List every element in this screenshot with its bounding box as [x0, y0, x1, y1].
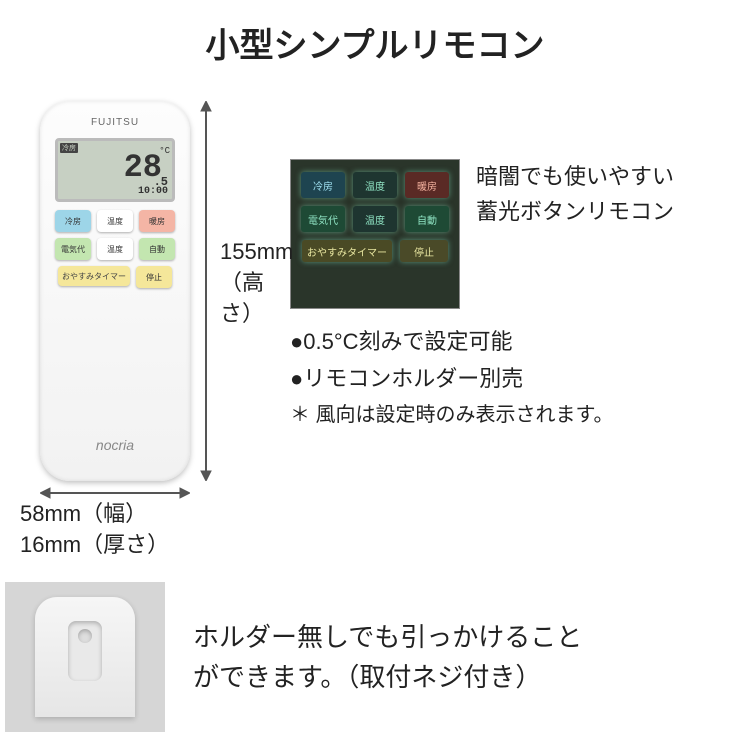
glow-row: 冷房 温度 暖房 電気代 温度 自動 おやすみタイマー 停止 暗闇でも使いやすい… — [290, 159, 730, 309]
glow-caption-line1: 暗闇でも使いやすい — [476, 164, 674, 189]
feature-note: ＊ 風向は設定時のみ表示されます。 — [290, 398, 730, 432]
thickness-value: 16mm（厚さ） — [20, 532, 169, 557]
glow-caption-line2: 蓄光ボタンリモコン — [476, 199, 674, 224]
holder-photo — [5, 582, 165, 732]
auto-button: 自動 — [139, 238, 175, 260]
glow-temp-down-button: 温度 — [353, 206, 397, 232]
lcd-unit: °C — [159, 146, 170, 156]
temp-down-button: 温度 — [97, 238, 133, 260]
page-title: 小型シンプルリモコン — [0, 0, 750, 67]
width-thickness-dimension: 58mm（幅） 16mm（厚さ） — [20, 499, 169, 561]
right-column: 冷房 温度 暖房 電気代 温度 自動 おやすみタイマー 停止 暗闇でも使いやすい… — [290, 87, 730, 557]
cost-button: 電気代 — [55, 238, 91, 260]
glow-caption: 暗闇でも使いやすい 蓄光ボタンリモコン — [476, 159, 674, 229]
lcd-mode: 冷房 — [60, 143, 78, 153]
width-value: 58mm（幅） — [20, 501, 147, 526]
temp-up-button: 温度 — [97, 210, 133, 232]
remote-subbrand: nocria — [96, 437, 134, 453]
feature-list: ●0.5°C刻みで設定可能 ●リモコンホルダー別売 ＊ 風向は設定時のみ表示され… — [290, 323, 730, 432]
bottom-row: ホルダー無しでも引っかけること ができます。（取付ネジ付き） — [5, 582, 582, 732]
holder-description: ホルダー無しでも引っかけること ができます。（取付ネジ付き） — [193, 617, 582, 698]
height-label: （高さ） — [220, 270, 264, 326]
height-value: 155mm — [220, 239, 293, 264]
glow-auto-button: 自動 — [405, 206, 449, 232]
glow-heat-button: 暖房 — [405, 172, 449, 198]
cool-button: 冷房 — [55, 210, 91, 232]
lcd-time: 10:00 — [138, 186, 168, 197]
glow-sleep-timer-button: おやすみタイマー — [302, 240, 392, 262]
remote-lcd: 冷房 28 .5 °C 10:00 — [55, 138, 175, 202]
heat-button: 暖房 — [139, 210, 175, 232]
sleep-timer-button: おやすみタイマー — [58, 266, 130, 286]
remote-button-row3: おやすみタイマー 停止 — [58, 266, 172, 288]
remote-with-dimensions: FUJITSU 冷房 28 .5 °C 10:00 冷房 温度 暖房 電気代 温… — [20, 87, 270, 557]
height-dimension: 155mm （高さ） — [220, 237, 293, 329]
glow-cool-button: 冷房 — [301, 172, 345, 198]
height-arrow-icon — [198, 101, 214, 481]
holder-slot-icon — [68, 621, 102, 681]
glow-panel-photo: 冷房 温度 暖房 電気代 温度 自動 おやすみタイマー 停止 — [290, 159, 460, 309]
remote-button-grid: 冷房 温度 暖房 電気代 温度 自動 — [55, 210, 175, 260]
remote-brand: FUJITSU — [91, 117, 139, 128]
main-row: FUJITSU 冷房 28 .5 °C 10:00 冷房 温度 暖房 電気代 温… — [0, 67, 750, 557]
feature-bullet-2: ●リモコンホルダー別売 — [290, 360, 730, 397]
glow-temp-up-button: 温度 — [353, 172, 397, 198]
glow-cost-button: 電気代 — [301, 206, 345, 232]
holder-text-line2: ができます。（取付ネジ付き） — [193, 662, 541, 692]
stop-button: 停止 — [136, 266, 172, 288]
glow-stop-button: 停止 — [400, 240, 448, 262]
feature-bullet-1: ●0.5°C刻みで設定可能 — [290, 323, 730, 360]
remote-photo: FUJITSU 冷房 28 .5 °C 10:00 冷房 温度 暖房 電気代 温… — [40, 101, 190, 481]
holder-text-line1: ホルダー無しでも引っかけること — [193, 622, 582, 652]
